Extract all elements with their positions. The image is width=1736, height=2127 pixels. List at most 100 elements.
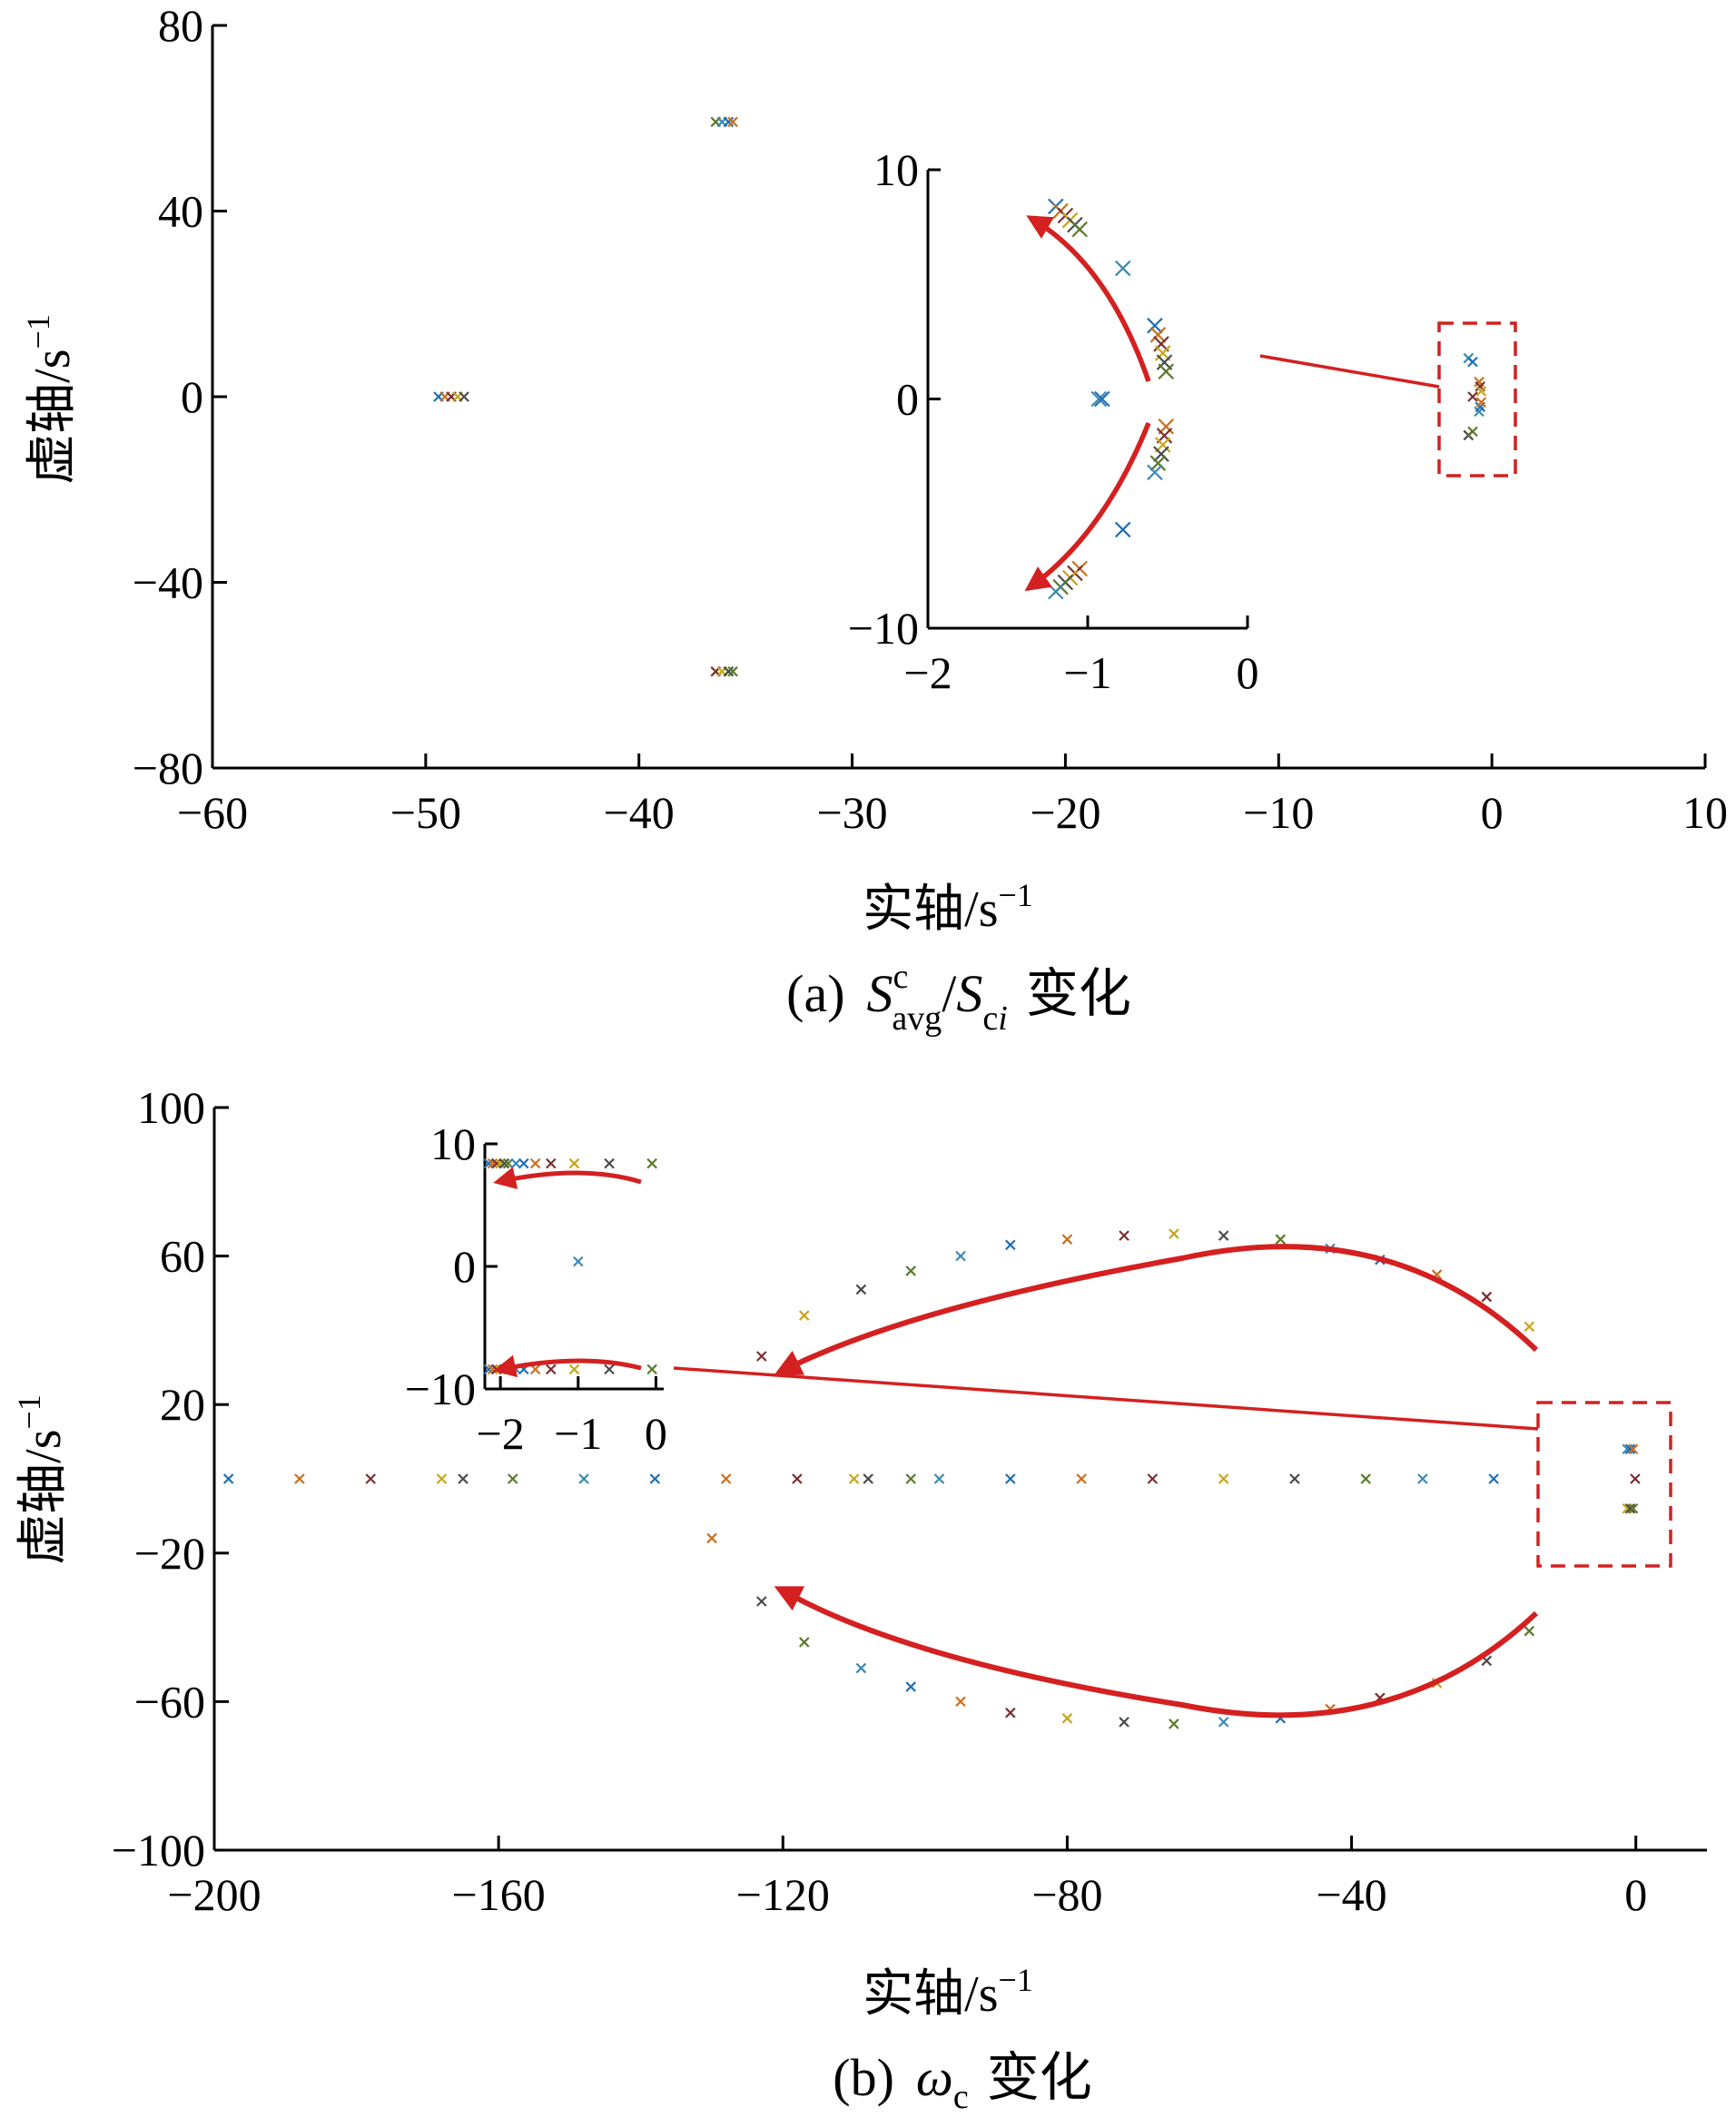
axes-a (211, 25, 1705, 770)
inset-data-point (604, 1157, 615, 1169)
x-axis-title: 实轴/s−1 (863, 877, 1033, 939)
inset-data-point (1147, 464, 1163, 481)
y-axis-title-exp: −1 (11, 1394, 47, 1429)
zoom-box-a (1437, 321, 1517, 478)
data-point (458, 1473, 469, 1484)
inset-x-tick-label: 0 (1237, 647, 1259, 698)
trend-arrow-lower-b (781, 1588, 1539, 1718)
data-point (1119, 1230, 1129, 1241)
data-point (798, 1637, 810, 1648)
inset-data-point (646, 1364, 657, 1375)
caption-a: (a) Sc avg/Sci 变化 (786, 958, 1131, 1038)
data-point (1275, 1234, 1287, 1245)
inset-y-tick-label: 0 (453, 1241, 476, 1292)
inset-data-point (483, 1157, 495, 1169)
y-tick-label: 60 (160, 1231, 205, 1282)
caption-a-suffix: 变化 (1026, 962, 1131, 1024)
inset-data-point (1153, 446, 1169, 462)
data-point (1360, 1473, 1372, 1484)
inset-data-point (529, 1364, 541, 1375)
inset-x-tick-label: −1 (554, 1408, 602, 1459)
x-axis-title-exp: −1 (999, 877, 1033, 913)
data-point (933, 1473, 945, 1484)
data-point (365, 1473, 377, 1484)
inset-x-tick-label: −1 (1063, 647, 1111, 698)
data-point (1005, 1707, 1016, 1718)
x-tick-label: −50 (390, 787, 461, 838)
inset-y-tick-label: 0 (896, 374, 919, 425)
inset-data-point (546, 1364, 557, 1375)
data-point (706, 1532, 717, 1544)
caption-a-S2: S (956, 964, 982, 1023)
inset-data-point (1048, 583, 1064, 600)
caption-a-slash: / (942, 964, 957, 1023)
inset-trend-arrow-upper (493, 1167, 642, 1189)
data-point (222, 1473, 234, 1484)
caption-b-prefix: (b) (833, 2048, 894, 2107)
data-point (855, 1284, 867, 1295)
data-point (1147, 1473, 1159, 1484)
data-point (1218, 1717, 1229, 1728)
y-tick-label: 0 (181, 371, 203, 422)
caption-a-sub2-i: i (998, 999, 1008, 1038)
data-point (1218, 1230, 1229, 1241)
zoom-connector-a (1259, 354, 1440, 389)
x-tick-label: −200 (167, 1869, 261, 1920)
data-point (1467, 356, 1478, 368)
data-point (792, 1473, 803, 1484)
inset-x-tick-label: −2 (477, 1408, 525, 1459)
y-tick-label: 100 (137, 1082, 205, 1133)
data-point (855, 1662, 867, 1674)
data-point (863, 1473, 874, 1484)
inset-y-tick-label: −10 (848, 603, 919, 654)
inset-data-point (1094, 390, 1110, 408)
y-axis-title: 虚轴/s−1 (20, 314, 82, 485)
x-tick-label: −10 (1243, 787, 1314, 838)
data-point (1169, 1228, 1179, 1239)
inset-data-point (1114, 521, 1131, 538)
inset-data-point (495, 1157, 506, 1169)
inset-y-tick-label: 10 (430, 1118, 476, 1169)
caption-b: (b) ωc 变化 (833, 2046, 1091, 2116)
data-point (1624, 1502, 1636, 1514)
x-axis-title-unit: /s (964, 1966, 998, 2023)
x-axis-title: 实轴/s−1 (863, 1962, 1033, 2024)
x-axis-title-exp: −1 (999, 1962, 1033, 1998)
data-point (1119, 1717, 1129, 1728)
x-axis-title-main: 实轴 (863, 1965, 964, 2024)
caption-a-S: S (867, 964, 893, 1023)
data-point (727, 116, 738, 128)
data-point (905, 1265, 916, 1276)
data-point (723, 116, 735, 128)
x-tick-label: 0 (1624, 1869, 1647, 1920)
data-point (1630, 1473, 1641, 1484)
x-tick-label: −160 (452, 1869, 546, 1920)
y-tick-label: −80 (133, 743, 203, 793)
inset-markers-b (483, 1157, 657, 1375)
inset-data-point (487, 1157, 498, 1169)
inset-data-point (568, 1364, 580, 1375)
data-point (1061, 1234, 1073, 1245)
caption-a-prefix: (a) (786, 964, 844, 1023)
trend-arrow-lower (1024, 421, 1151, 592)
data-point (1627, 1502, 1639, 1514)
data-point (1289, 1473, 1300, 1484)
zoom-connector-b (673, 1366, 1539, 1431)
data-point (905, 1681, 916, 1692)
y-axis-title-unit: /s (15, 1429, 72, 1462)
caption-a-sub2: c (982, 999, 998, 1038)
y-tick-label: 20 (160, 1379, 205, 1430)
data-point (723, 665, 735, 677)
y-tick-label: −60 (134, 1676, 205, 1727)
inset-trend-arrow-lower (493, 1354, 642, 1378)
inset-data-point (502, 1157, 514, 1169)
data-point (756, 1596, 767, 1607)
data-point (294, 1473, 305, 1484)
y-axis-title: 虚轴/s−1 (11, 1394, 73, 1565)
y-tick-label: −20 (134, 1528, 205, 1579)
data-point (1524, 1625, 1535, 1637)
data-point (1481, 1291, 1493, 1303)
